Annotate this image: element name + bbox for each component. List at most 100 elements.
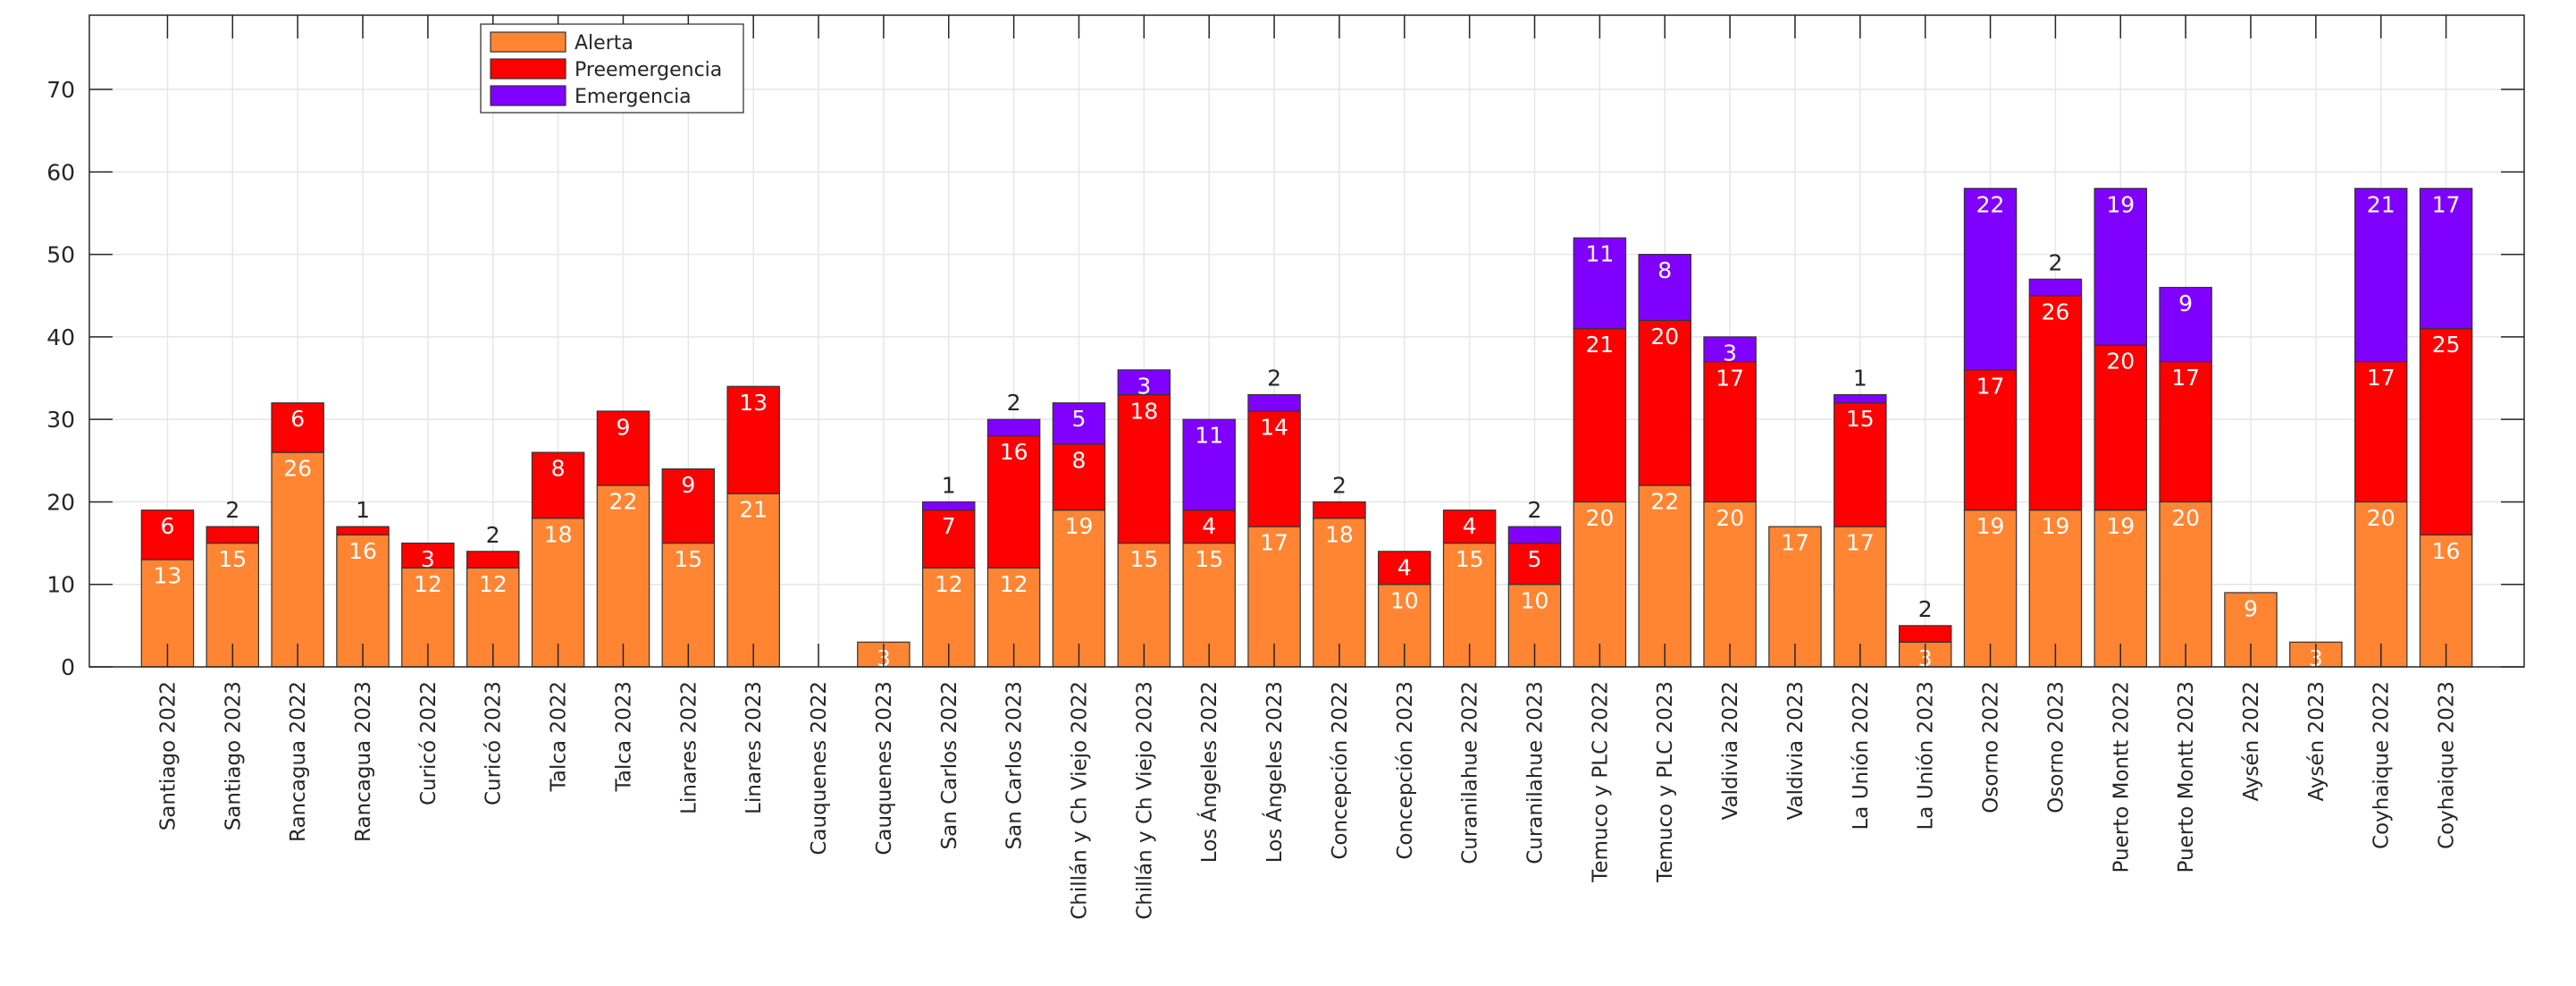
bar-segment-alerta bbox=[2354, 501, 2408, 668]
data-label-preemergencia: 6 bbox=[290, 406, 305, 432]
data-label-alerta: 19 bbox=[2041, 513, 2069, 539]
data-label-alerta: 16 bbox=[2432, 538, 2461, 564]
x-tick-label: Rancagua 2022 bbox=[287, 681, 310, 842]
bar-segment-emergencia bbox=[1638, 254, 1691, 322]
bar-segment-preemergencia bbox=[596, 410, 650, 486]
bar-segment-alerta bbox=[1638, 485, 1691, 668]
data-label-alerta: 17 bbox=[1781, 530, 1809, 556]
data-label-alerta: 26 bbox=[283, 456, 312, 482]
bar-segment-preemergencia bbox=[2028, 295, 2083, 511]
bar-segment-emergencia bbox=[1507, 526, 1562, 544]
data-label-preemergencia: 2 bbox=[1918, 596, 1933, 622]
legend-swatch-preemergencia bbox=[490, 58, 566, 80]
legend-label-preemergencia: Preemergencia bbox=[575, 59, 722, 81]
x-tick-label: Osorno 2022 bbox=[1980, 681, 2003, 813]
x-tick-label: Santiago 2022 bbox=[156, 681, 180, 830]
data-label-emergencia: 1 bbox=[1853, 365, 1867, 391]
bar-segment-preemergencia bbox=[1442, 510, 1497, 544]
legend-swatch-alerta bbox=[490, 31, 566, 53]
bars bbox=[140, 188, 2473, 668]
y-tick-label: 30 bbox=[46, 407, 75, 433]
data-label-alerta: 13 bbox=[154, 563, 182, 589]
data-label-alerta: 20 bbox=[2367, 505, 2396, 531]
x-tick-label: Talca 2022 bbox=[548, 681, 571, 792]
bar-segment-preemergencia bbox=[1117, 393, 1171, 544]
data-label-preemergencia: 2 bbox=[486, 522, 500, 548]
bar-segment-emergencia bbox=[986, 418, 1041, 437]
data-label-alerta: 15 bbox=[1129, 546, 1158, 572]
data-label-alerta: 15 bbox=[674, 546, 702, 572]
legend[interactable]: Alerta Preemergencia Emergencia bbox=[480, 23, 744, 114]
y-tick-label: 10 bbox=[46, 572, 75, 598]
data-label-preemergencia: 2 bbox=[225, 497, 239, 523]
data-label-preemergencia: 21 bbox=[1585, 332, 1614, 358]
data-label-preemergencia: 3 bbox=[421, 546, 435, 572]
bar-segment-emergencia bbox=[2419, 188, 2473, 330]
x-tick-label: Cauquenes 2023 bbox=[873, 681, 896, 855]
data-label-alerta: 22 bbox=[1650, 489, 1679, 515]
data-label-preemergencia: 7 bbox=[942, 513, 956, 539]
x-tick-label: Cauquenes 2022 bbox=[808, 681, 831, 855]
data-label-alerta: 15 bbox=[218, 546, 247, 572]
x-tick-label: Concepción 2023 bbox=[1394, 681, 1417, 860]
x-tick-label: San Carlos 2022 bbox=[938, 681, 961, 849]
data-label-preemergencia: 4 bbox=[1202, 513, 1216, 539]
bar-segment-alerta bbox=[1052, 510, 1106, 668]
x-tick-label: La Unión 2022 bbox=[1850, 681, 1873, 830]
data-label-preemergencia: 26 bbox=[2041, 299, 2069, 324]
data-label-preemergencia: 20 bbox=[1650, 324, 1679, 350]
x-tick-label: Curanilahue 2023 bbox=[1524, 681, 1548, 864]
data-label-alerta: 12 bbox=[1000, 571, 1028, 597]
bar-segment-emergencia bbox=[1117, 369, 1171, 396]
x-tick-label: Santiago 2023 bbox=[222, 681, 245, 830]
data-label-preemergencia: 8 bbox=[1072, 447, 1087, 473]
bar-segment-emergencia bbox=[1963, 188, 2018, 371]
data-label-preemergencia: 2 bbox=[1332, 472, 1347, 498]
x-tick-label: Temuco y PLC 2022 bbox=[1589, 681, 1612, 883]
legend-swatch-emergencia bbox=[490, 85, 566, 106]
data-label-preemergencia: 6 bbox=[160, 513, 174, 539]
data-label-preemergencia: 1 bbox=[356, 497, 370, 523]
data-label-preemergencia: 9 bbox=[617, 414, 631, 440]
bar-segment-preemergencia bbox=[401, 542, 455, 569]
data-label-emergencia: 5 bbox=[1072, 406, 1087, 432]
bar-segment-alerta bbox=[1833, 526, 1887, 668]
x-tick-label: Coyhaique 2023 bbox=[2436, 681, 2459, 849]
data-label-alerta: 15 bbox=[1195, 546, 1223, 572]
bar-segment-preemergencia bbox=[1833, 402, 1887, 527]
data-label-emergencia: 2 bbox=[1528, 497, 1542, 523]
bar-segment-emergencia bbox=[2094, 188, 2148, 346]
x-tick-label: Curanilahue 2022 bbox=[1459, 681, 1482, 864]
axes-background bbox=[89, 15, 2524, 667]
bar-segment-alerta bbox=[271, 451, 324, 668]
data-label-emergencia: 3 bbox=[1723, 340, 1737, 366]
x-tick-label: Valdivia 2022 bbox=[1719, 681, 1742, 820]
x-tick-label: Talca 2023 bbox=[612, 681, 635, 792]
x-tick-label: Concepción 2022 bbox=[1329, 681, 1352, 860]
x-tick-label: Valdivia 2023 bbox=[1784, 681, 1808, 820]
bar-segment-alerta bbox=[2094, 510, 2148, 668]
y-tick-label: 40 bbox=[46, 324, 75, 350]
data-label-emergencia: 1 bbox=[942, 472, 956, 498]
data-label-preemergencia: 15 bbox=[1846, 406, 1875, 432]
data-label-alerta: 12 bbox=[935, 571, 963, 597]
data-label-alerta: 17 bbox=[1260, 530, 1288, 556]
legend-label-alerta: Alerta bbox=[575, 32, 634, 55]
data-label-emergencia: 3 bbox=[1137, 373, 1151, 399]
x-tick-label: Rancagua 2023 bbox=[352, 681, 375, 842]
data-label-preemergencia: 13 bbox=[739, 390, 768, 416]
data-label-alerta: 20 bbox=[1716, 505, 1744, 531]
x-tick-label: Los Ángeles 2023 bbox=[1262, 681, 1287, 863]
data-label-preemergencia: 14 bbox=[1260, 414, 1288, 440]
data-label-emergencia: 21 bbox=[2367, 191, 2396, 217]
data-label-preemergencia: 17 bbox=[2367, 365, 2396, 391]
bar-segment-alerta bbox=[1963, 510, 2018, 668]
x-tick-label: La Unión 2023 bbox=[1915, 681, 1938, 830]
bar-segment-preemergencia bbox=[271, 402, 324, 453]
data-label-alerta: 19 bbox=[1065, 513, 1094, 539]
x-tick-label: Aysén 2022 bbox=[2240, 681, 2263, 801]
x-tick-label: Curicó 2022 bbox=[417, 681, 441, 805]
data-label-alerta: 18 bbox=[544, 521, 573, 547]
data-label-preemergencia: 25 bbox=[2432, 332, 2461, 358]
bar-segment-emergencia bbox=[1247, 393, 1301, 412]
